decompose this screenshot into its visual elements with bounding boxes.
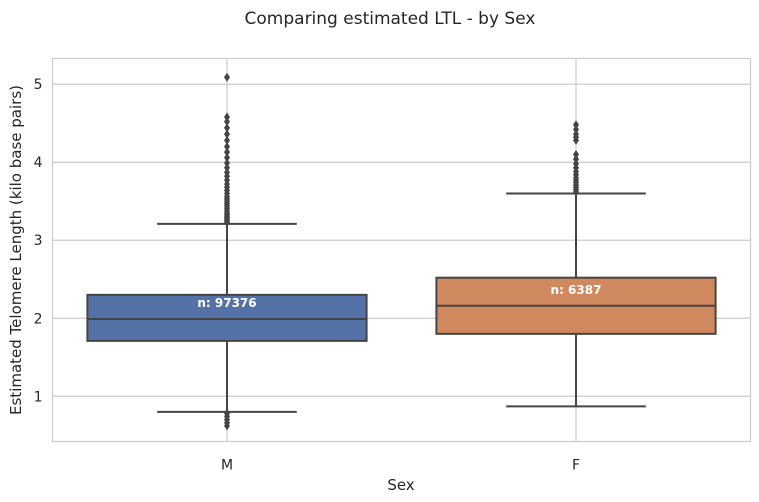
y-axis-label: Estimated Telomere Length (kilo base pai…	[7, 85, 25, 415]
x-tick-label: M	[221, 458, 233, 474]
outlier-point	[573, 124, 579, 134]
box-F: n: 6387	[435, 120, 717, 408]
outlier-point	[573, 129, 579, 139]
outlier-point	[224, 135, 230, 145]
outlier-point	[224, 147, 230, 157]
outlier-point	[224, 163, 230, 173]
outlier-point	[224, 112, 230, 122]
outlier-point	[573, 154, 579, 164]
outlier-point	[224, 158, 230, 168]
box-iqr	[86, 293, 368, 342]
outlier-point	[224, 408, 230, 418]
y-tick-label: 5	[34, 77, 43, 93]
outlier-point	[224, 167, 230, 177]
box-plots: n: 97376 n: 6387	[86, 72, 717, 431]
outlier-point	[224, 123, 230, 133]
x-axis-label: Sex	[387, 476, 414, 494]
outlier-point	[224, 117, 230, 127]
outlier-point	[224, 142, 230, 152]
x-tick-label: F	[572, 458, 580, 474]
outlier-point	[573, 149, 579, 159]
grid	[52, 58, 751, 442]
box-M: n: 97376	[86, 72, 368, 431]
outlier-point	[573, 120, 579, 130]
y-ticks: 1 2 3 4 5	[34, 77, 43, 405]
count-label: n: 6387	[551, 283, 602, 297]
outlier-point	[224, 153, 230, 163]
y-tick-label: 1	[34, 389, 43, 405]
y-tick-label: 4	[34, 155, 43, 171]
plot-frame	[51, 57, 752, 443]
y-tick-label: 2	[34, 311, 43, 327]
count-label: n: 97376	[197, 296, 256, 310]
outlier-point	[224, 129, 230, 139]
chart-title: Comparing estimated LTL - by Sex	[245, 9, 536, 29]
outlier-point	[573, 159, 579, 169]
outlier-point	[224, 72, 230, 82]
y-tick-label: 3	[34, 233, 43, 249]
